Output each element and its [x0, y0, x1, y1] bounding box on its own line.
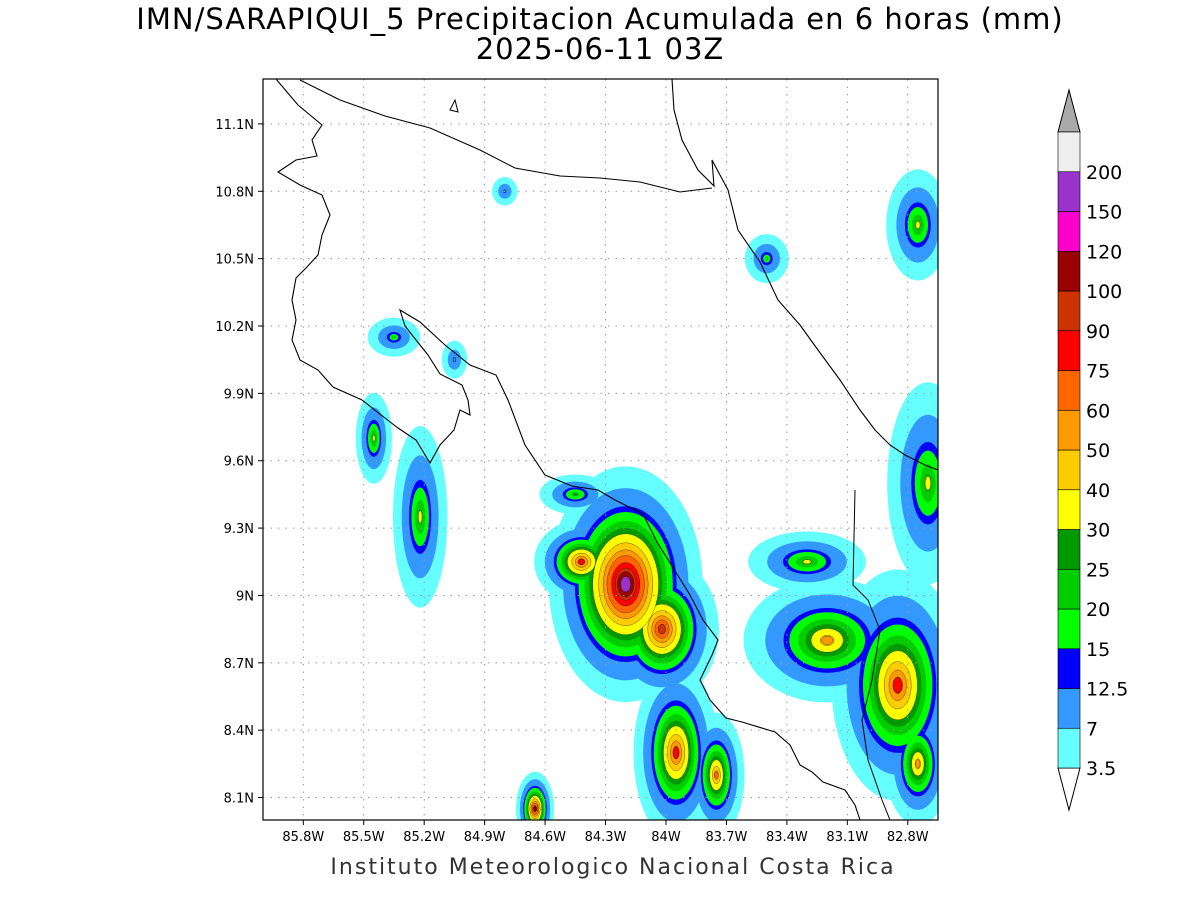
colorbar-label: 40 [1086, 480, 1110, 502]
lon-tick-label: 83.1W [826, 830, 868, 845]
precip-contour [915, 220, 921, 229]
lon-tick-label: 83.4W [766, 830, 808, 845]
precip-contour [893, 677, 903, 694]
precip-contour [372, 434, 376, 442]
map-grid [263, 79, 938, 820]
colorbar-swatch [1057, 489, 1081, 530]
lat-tick-label: 8.4N [224, 724, 254, 739]
colorbar-swatch [1057, 171, 1081, 212]
colorbar-label: 100 [1086, 281, 1122, 303]
precip-contour [673, 746, 680, 759]
nicaragua-border [299, 79, 713, 193]
precip-contour [392, 335, 396, 339]
precip-contour [578, 558, 585, 565]
map-title: IMN/SARAPIQUI_5 Precipitacion Acumulada … [136, 2, 1064, 36]
lon-tick-label: 85.2W [403, 830, 445, 845]
colorbar-label: 90 [1086, 321, 1110, 343]
lat-tick-label: 8.1N [224, 792, 254, 807]
precip-contour [802, 559, 812, 565]
colorbar-label: 12.5 [1086, 679, 1128, 701]
colorbar-swatch [1057, 608, 1081, 650]
colorbar-label: 150 [1086, 202, 1122, 224]
colorbar-label: 20 [1086, 599, 1110, 621]
precip-contour [572, 493, 578, 496]
lon-tick-label: 85.5W [343, 830, 385, 845]
lat-tick-label: 10.8N [215, 185, 254, 200]
lat-tick-label: 10.5N [215, 253, 254, 268]
precip-contour [924, 476, 931, 491]
precip-contour [658, 624, 666, 635]
lon-tick-label: 85.8W [282, 830, 324, 845]
colorbar-over-arrow [1057, 88, 1081, 133]
colorbar-label: 3.5 [1086, 758, 1116, 780]
lon-tick-label: 84.6W [524, 830, 566, 845]
colorbar-swatch [1057, 250, 1081, 292]
colorbar-swatch [1057, 727, 1081, 769]
colorbar-label: 75 [1086, 361, 1110, 383]
coastline-caribbean [671, 79, 938, 471]
lon-tick-label: 84.3W [585, 830, 627, 845]
precip-contour [915, 759, 921, 769]
colorbar-label: 200 [1086, 162, 1122, 184]
lon-tick-label: 84W [651, 830, 681, 845]
colorbar-swatch [1057, 370, 1081, 411]
precip-contour [533, 806, 537, 812]
precip-contour [821, 636, 833, 645]
colorbar-label: 50 [1086, 440, 1110, 462]
lat-tick-label: 10.2N [215, 320, 254, 335]
lat-tick-label: 11.1N [215, 118, 254, 133]
lon-tick-label: 82.8W [887, 830, 929, 845]
precip-contour [503, 190, 506, 193]
colorbar-swatch [1057, 211, 1081, 252]
colorbar-swatch [1057, 330, 1081, 371]
precip-contour [714, 770, 719, 780]
map-subtitle: 2025-06-11 03Z [475, 32, 725, 66]
lat-tick-label: 8.7N [224, 657, 254, 672]
credit-text: Instituto Meteorologico Nacional Costa R… [330, 855, 896, 880]
lat-tick-label: 9N [236, 589, 254, 604]
lake-outline [449, 98, 459, 113]
colorbar-swatch [1057, 648, 1081, 689]
lat-tick-label: 9.6N [224, 455, 254, 470]
colorbar-label: 15 [1086, 639, 1110, 661]
colorbar-label: 60 [1086, 400, 1110, 422]
colorbar-swatch [1057, 449, 1081, 491]
colorbar-swatch [1057, 409, 1081, 451]
lat-tick-label: 9.9N [224, 387, 254, 402]
colorbar-label: 7 [1086, 718, 1098, 740]
coastline-pacific [275, 79, 861, 820]
colorbar-label: 25 [1086, 559, 1110, 581]
precip-contour [620, 576, 631, 593]
precip-contour [418, 510, 423, 524]
colorbar-under-arrow [1057, 767, 1081, 812]
precip-contour [453, 358, 456, 362]
precipitation-colorbar: 3.5 7 12.5 15 20 25 30 40 50 60 75 90 100 120 150 200 [1057, 88, 1128, 812]
longitude-tick-labels: 85.8W 85.5W 85.2W 84.9W 84.6W 84.3W 84W 83.7W 83… [282, 820, 929, 845]
colorbar-swatch [1057, 290, 1081, 332]
colorbar-label: 120 [1086, 241, 1122, 263]
colorbar-swatch [1057, 568, 1081, 610]
map-frame [262, 78, 939, 821]
latitude-tick-labels: 11.1N 10.8N 10.5N 10.2N 9.9N 9.6N 9.3N 9N 8.7N 8.… [215, 118, 263, 807]
colorbar-swatch [1057, 529, 1081, 570]
colorbar-swatch [1057, 688, 1081, 729]
lon-tick-label: 84.9W [464, 830, 506, 845]
colorbar-label: 30 [1086, 520, 1110, 542]
colorbar-swatch [1057, 131, 1081, 173]
lat-tick-label: 9.3N [224, 522, 254, 537]
lon-tick-label: 83.7W [706, 830, 748, 845]
panama-border [852, 489, 891, 820]
